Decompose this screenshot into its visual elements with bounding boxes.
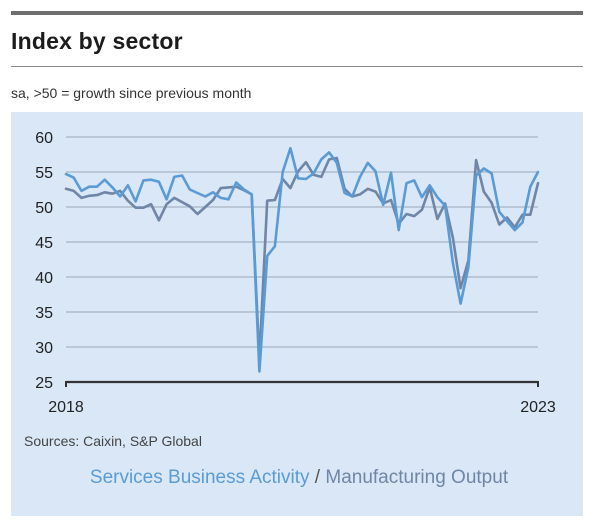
y-tick-label-25: 25	[35, 375, 53, 392]
y-tick-label-50: 50	[35, 200, 53, 217]
source-note: Sources: Caixin, S&P Global	[24, 433, 202, 449]
top-rule	[11, 11, 583, 15]
legend-separator: /	[309, 467, 326, 488]
chart-panel: 25 30 35 40 45 50 55 60 2018 2023	[11, 112, 583, 516]
series-line-manufacturing-output	[64, 156, 540, 361]
y-tick-label-45: 45	[35, 235, 53, 252]
x-tick-label-2023: 2023	[520, 399, 556, 416]
legend: Services Business Activity / Manufacturi…	[0, 467, 598, 489]
y-tick-label-35: 35	[35, 305, 53, 322]
y-tick-label-60: 60	[35, 130, 53, 147]
y-tick-label-40: 40	[35, 270, 53, 287]
x-tick-label-2018: 2018	[48, 399, 84, 416]
chart-title: Index by sector	[11, 28, 183, 54]
series-line-services-business-activity	[64, 146, 540, 373]
legend-services-business-activity: Services Business Activity	[89, 467, 310, 488]
y-tick-label-55: 55	[35, 165, 53, 182]
y-tick-label-30: 30	[35, 340, 53, 357]
title-divider	[11, 66, 583, 67]
legend-manufacturing-output: Manufacturing Output	[325, 467, 509, 488]
line-chart: 25 30 35 40 45 50 55 60 2018 2023	[35, 130, 556, 416]
chart-subtitle: sa, >50 = growth since previous month	[11, 85, 252, 101]
